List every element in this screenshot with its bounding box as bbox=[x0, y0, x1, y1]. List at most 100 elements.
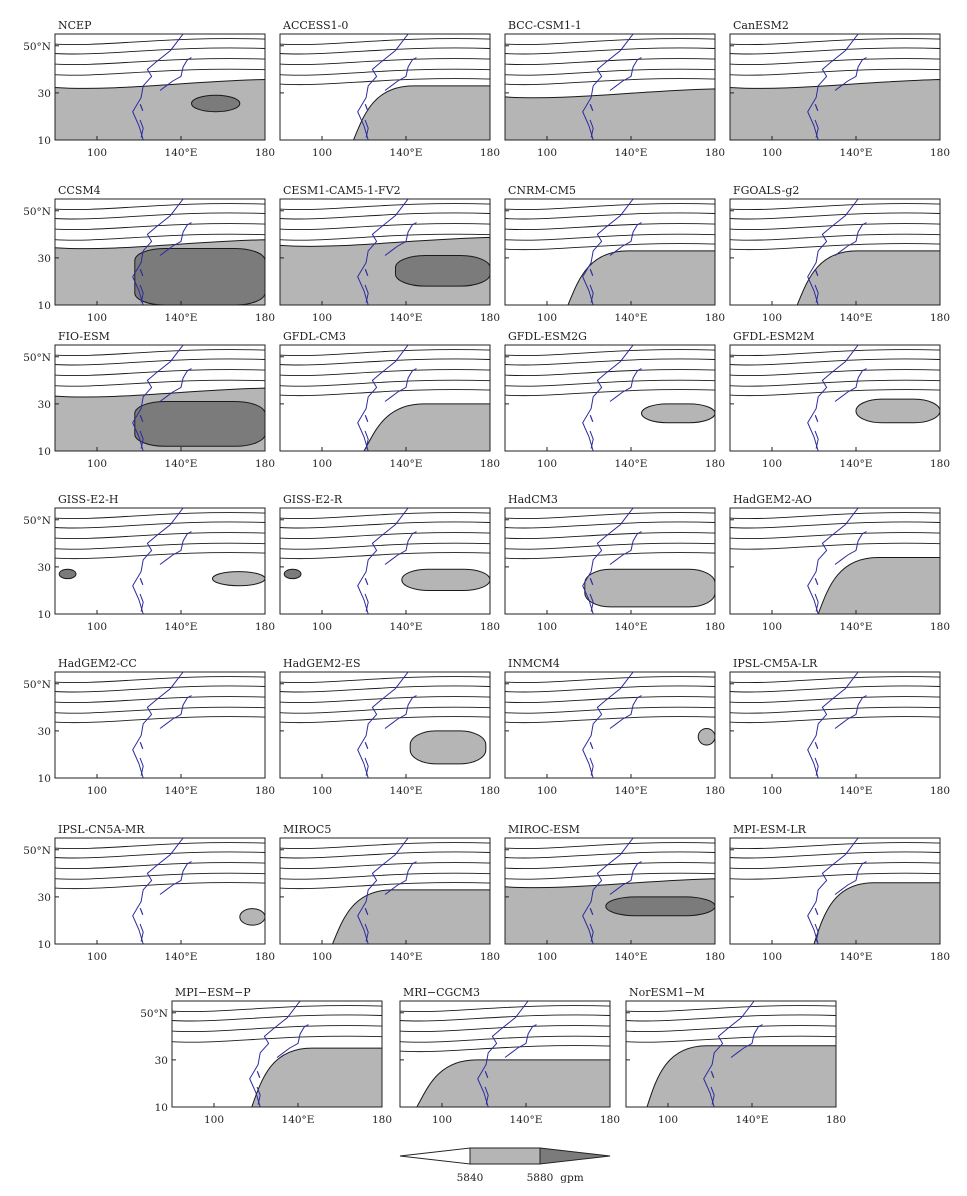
panel-frame bbox=[399, 1000, 611, 1108]
y-tick-label: 10 bbox=[38, 939, 51, 951]
geopotential-isoline bbox=[505, 716, 715, 724]
philippines-coastline bbox=[589, 119, 594, 138]
geopotential-isoline bbox=[730, 233, 940, 241]
geopotential-isoline bbox=[730, 47, 940, 55]
map-panel: MPI−ESM−P 100 140°E 180 10 30 50°N bbox=[140, 986, 392, 1126]
coastline bbox=[357, 34, 409, 140]
map-panel: INMCM4 100 140°E 180 bbox=[504, 657, 725, 797]
geopotential-isoline bbox=[55, 58, 265, 66]
geopotential-isoline bbox=[505, 532, 715, 540]
geopotential-isoline bbox=[505, 243, 715, 251]
geopotential-isoline bbox=[55, 696, 265, 704]
philippines-coastline bbox=[139, 430, 144, 449]
x-tick-label: 100 bbox=[762, 312, 782, 324]
panel-background bbox=[505, 345, 715, 451]
taiwan-coastline bbox=[364, 577, 369, 586]
coastline bbox=[357, 345, 409, 451]
panel-frame bbox=[279, 507, 491, 615]
taiwan-coastline bbox=[364, 268, 369, 277]
x-tick-label: 140°E bbox=[736, 1114, 769, 1126]
x-tick-label: 100 bbox=[537, 312, 557, 324]
color-legend: 5840 5880 gpm bbox=[399, 1147, 611, 1184]
geopotential-isoline bbox=[505, 349, 715, 357]
contour-5840-cell bbox=[409, 730, 487, 765]
map-panel: CCSM4 100 140°E 180 10 30 50°N bbox=[23, 184, 275, 324]
x-tick-label: 180 bbox=[600, 1114, 620, 1126]
x-tick-label: 180 bbox=[255, 621, 275, 633]
map-panel: GISS-E2-H 100 140°E 180 10 30 50°N bbox=[23, 493, 275, 633]
geopotential-isoline bbox=[626, 1035, 836, 1043]
geopotential-isoline bbox=[730, 862, 940, 870]
panel-title: FIO-ESM bbox=[58, 330, 110, 343]
geopotential-isoline bbox=[505, 685, 715, 693]
contour-5880-area bbox=[191, 94, 241, 113]
x-tick-label: 140°E bbox=[615, 312, 648, 324]
geopotential-isoline bbox=[55, 233, 265, 241]
x-tick-label: 100 bbox=[537, 951, 557, 963]
geopotential-isoline bbox=[505, 389, 715, 397]
panel-frame bbox=[729, 33, 941, 141]
taiwan-coastline bbox=[814, 103, 819, 112]
x-tick-label: 140°E bbox=[165, 458, 198, 470]
taiwan-coastline bbox=[814, 414, 819, 423]
y-tick-label: 30 bbox=[38, 253, 51, 265]
x-tick-label: 140°E bbox=[615, 458, 648, 470]
x-tick-label: 140°E bbox=[165, 621, 198, 633]
map-panel: HadGEM2-ES 100 140°E 180 bbox=[279, 657, 500, 797]
x-tick-label: 140°E bbox=[510, 1114, 543, 1126]
y-tick-label: 50°N bbox=[23, 679, 51, 691]
geopotential-isoline bbox=[55, 223, 265, 231]
coastline bbox=[703, 1001, 755, 1107]
japan-coastline bbox=[609, 368, 642, 402]
geopotential-isoline bbox=[400, 1005, 610, 1013]
x-tick-label: 100 bbox=[658, 1114, 678, 1126]
philippines-coastline bbox=[814, 430, 819, 449]
panel-title: GFDL-ESM2G bbox=[508, 330, 587, 343]
geopotential-isoline bbox=[55, 358, 265, 366]
panel-frame bbox=[504, 837, 716, 945]
panel-frame bbox=[729, 837, 941, 945]
taiwan-coastline bbox=[814, 268, 819, 277]
x-tick-label: 100 bbox=[312, 785, 332, 797]
geopotential-isoline bbox=[55, 872, 265, 880]
contour-5840-area bbox=[331, 889, 490, 944]
japan-coastline bbox=[384, 222, 417, 256]
panel-frame bbox=[54, 507, 266, 615]
philippines-coastline bbox=[139, 284, 144, 303]
x-tick-label: 180 bbox=[480, 147, 500, 159]
taiwan-coastline bbox=[710, 1070, 715, 1079]
geopotential-isoline bbox=[55, 685, 265, 693]
panel-frame bbox=[504, 198, 716, 306]
geopotential-isoline bbox=[730, 58, 940, 66]
geopotential-isoline bbox=[55, 68, 265, 76]
geopotential-isoline bbox=[280, 47, 490, 55]
x-tick-label: 100 bbox=[87, 147, 107, 159]
coastline bbox=[357, 672, 409, 778]
contour-5840-area bbox=[363, 403, 490, 451]
geopotential-isoline bbox=[505, 68, 715, 76]
panel-frame bbox=[279, 198, 491, 306]
contour-5840-cell bbox=[239, 908, 265, 926]
geopotential-isoline bbox=[505, 38, 715, 46]
y-tick-label: 30 bbox=[38, 726, 51, 738]
geopotential-isoline bbox=[730, 685, 940, 693]
map-panel: NorESM1−M 100 140°E 180 bbox=[625, 986, 846, 1126]
geopotential-isoline bbox=[505, 379, 715, 387]
geopotential-isoline bbox=[55, 532, 265, 540]
contour-5840-area bbox=[352, 85, 490, 140]
panel-frame bbox=[729, 507, 941, 615]
philippines-coastline bbox=[814, 923, 819, 942]
panel-background bbox=[730, 672, 940, 778]
geopotential-isoline bbox=[280, 706, 490, 714]
coastline bbox=[807, 508, 859, 614]
panel-frame bbox=[171, 1000, 383, 1108]
japan-coastline bbox=[384, 695, 417, 729]
map-panel: MRI−CGCM3 100 140°E 180 bbox=[399, 986, 620, 1126]
map-panel: GISS-E2-R 100 140°E 180 bbox=[279, 493, 500, 633]
y-tick-label: 10 bbox=[38, 609, 51, 621]
geopotential-isoline bbox=[730, 38, 940, 46]
geopotential-isoline bbox=[400, 1014, 610, 1022]
japan-coastline bbox=[384, 57, 417, 91]
x-tick-label: 180 bbox=[480, 621, 500, 633]
japan-coastline bbox=[384, 368, 417, 402]
